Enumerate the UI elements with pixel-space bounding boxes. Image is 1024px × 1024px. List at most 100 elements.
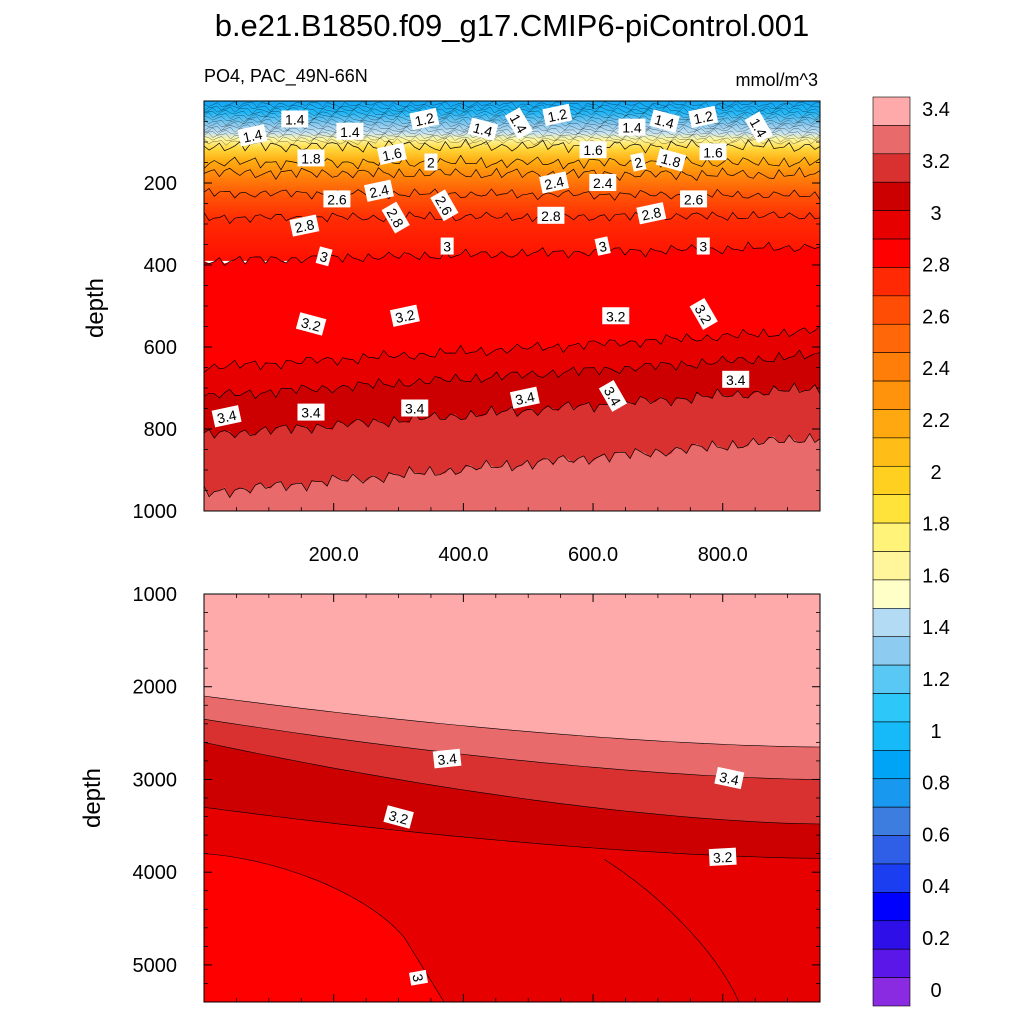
colorbar-label: 0.8 [922, 773, 950, 795]
upper-panel: 1.41.41.41.21.4 1.4 1.21.4 1.4 1.2 1.41.8 1.6 2… [133, 100, 821, 566]
colorbar-label: 1.4 [922, 617, 950, 639]
contour-label: 2.8 [636, 202, 667, 225]
colorbar-swatch [872, 465, 911, 495]
contour-band-3.0 [203, 853, 445, 1003]
contour-label: 1.8 [655, 148, 687, 172]
contour-label: 3.2 [295, 312, 327, 336]
contour-label: 3.4 [297, 403, 325, 421]
colorbar-label: 2.8 [922, 255, 950, 277]
svg-text:2: 2 [633, 154, 644, 171]
contour-label: 1.4 [649, 109, 680, 133]
surface-contour [203, 128, 821, 138]
contour-label: 1.4 [618, 118, 646, 136]
colorbar-swatch [872, 238, 911, 268]
svg-text:1.6: 1.6 [703, 144, 723, 160]
svg-text:1.2: 1.2 [413, 110, 436, 130]
contour-label: 3 [315, 246, 333, 267]
contour-label: 1.2 [688, 105, 719, 129]
contour-label: 1.4 [336, 122, 364, 140]
svg-text:1.4: 1.4 [622, 120, 642, 136]
svg-text:1.4: 1.4 [241, 126, 264, 146]
contour-label: 1.8 [297, 149, 325, 167]
colorbar-swatch [872, 977, 911, 1007]
colorbar-swatch [872, 806, 911, 836]
colorbar-swatch [872, 778, 911, 808]
contour-label: 2.6 [680, 190, 708, 208]
contour-line-3 [203, 241, 821, 267]
contour-label: 2.8 [537, 206, 565, 224]
contour-line-3.5 [203, 432, 821, 499]
contour-label: 3 [440, 237, 454, 255]
colorbar-label: 3.4 [922, 99, 950, 121]
colorbar-label: 3 [930, 203, 941, 225]
colorbar-label: 0.2 [922, 928, 950, 950]
colorbar-swatch [872, 323, 911, 353]
contour-label: 3.4 [432, 748, 462, 769]
contour-label: 2.4 [539, 171, 570, 194]
colorbar-swatch [872, 380, 911, 410]
ytick-label: 400 [144, 255, 177, 277]
svg-text:3: 3 [597, 238, 608, 255]
svg-text:3.4: 3.4 [216, 407, 239, 427]
contour-label: 3.4 [722, 370, 750, 388]
contour-line-3.3 [203, 349, 821, 400]
contour-line-3.5 [203, 695, 821, 748]
contour-label: 3.4 [714, 766, 745, 790]
contour-label: 1.6 [579, 141, 607, 159]
svg-text:3.4: 3.4 [514, 388, 537, 408]
svg-text:1.4: 1.4 [653, 111, 676, 132]
colorbar-swatch [872, 750, 911, 780]
colorbar-swatch [872, 522, 911, 552]
svg-text:2: 2 [427, 155, 435, 171]
colorbar-label: 0.6 [922, 824, 950, 846]
colorbar-swatch [872, 352, 911, 382]
svg-text:1.4: 1.4 [471, 119, 494, 140]
contour-label: 1.2 [542, 103, 573, 126]
xtick-label: 200.0 [309, 544, 359, 566]
ytick-label: 4000 [133, 862, 178, 884]
contour-label: 3 [594, 236, 611, 256]
svg-text:1.8: 1.8 [301, 150, 321, 166]
contour-label: 2.4 [363, 179, 394, 202]
colorbar-swatch [872, 153, 911, 183]
contour-label: 2.4 [589, 174, 617, 191]
colorbar-swatch [872, 295, 911, 325]
contour-label: 3 [408, 969, 428, 986]
contour-label: 2 [424, 153, 438, 171]
ytick-label: 3000 [133, 769, 178, 791]
svg-text:3: 3 [443, 239, 451, 255]
svg-text:1.2: 1.2 [692, 108, 715, 128]
colorbar-label: 2.6 [922, 306, 950, 328]
svg-text:2.4: 2.4 [368, 181, 391, 201]
colorbar-swatch [872, 920, 911, 950]
contour-label: 1.6 [699, 143, 727, 161]
colorbar-swatch [872, 494, 911, 524]
ytick-label: 5000 [133, 955, 178, 977]
colorbar-swatch [872, 551, 911, 581]
ytick-label: 2000 [133, 677, 178, 699]
upper-ylabel: depth [82, 278, 109, 338]
surface-contour [203, 134, 821, 143]
contour-label: 3.2 [602, 307, 630, 325]
colorbar-swatch [872, 210, 911, 240]
ytick-label: 1000 [133, 501, 178, 523]
colorbar-swatch [872, 835, 911, 865]
colorbar-swatch [872, 181, 911, 211]
colorbar-label: 2 [930, 462, 941, 484]
colorbar-swatch [872, 409, 911, 439]
xtick-label: 800.0 [698, 544, 748, 566]
ytick-label: 800 [144, 419, 177, 441]
svg-text:1.6: 1.6 [583, 142, 603, 158]
ytick-label: 1000 [133, 584, 178, 606]
svg-text:3.2: 3.2 [606, 308, 626, 324]
colorbar-label: 0 [930, 980, 941, 1002]
colorbar-label: 2.2 [922, 410, 950, 432]
colorbar-swatch [872, 636, 911, 666]
colorbar-label: 1.6 [922, 565, 950, 587]
lower-panel: 3.4 3.4 3.2 3.2 3 1000 2000 3000 4000 5000 [133, 584, 821, 1003]
ytick-label: 200 [144, 173, 177, 195]
contour-label: 3.4 [401, 399, 429, 417]
svg-text:3.4: 3.4 [301, 405, 321, 421]
svg-text:3.4: 3.4 [726, 372, 746, 388]
colorbar-swatch [872, 96, 911, 126]
